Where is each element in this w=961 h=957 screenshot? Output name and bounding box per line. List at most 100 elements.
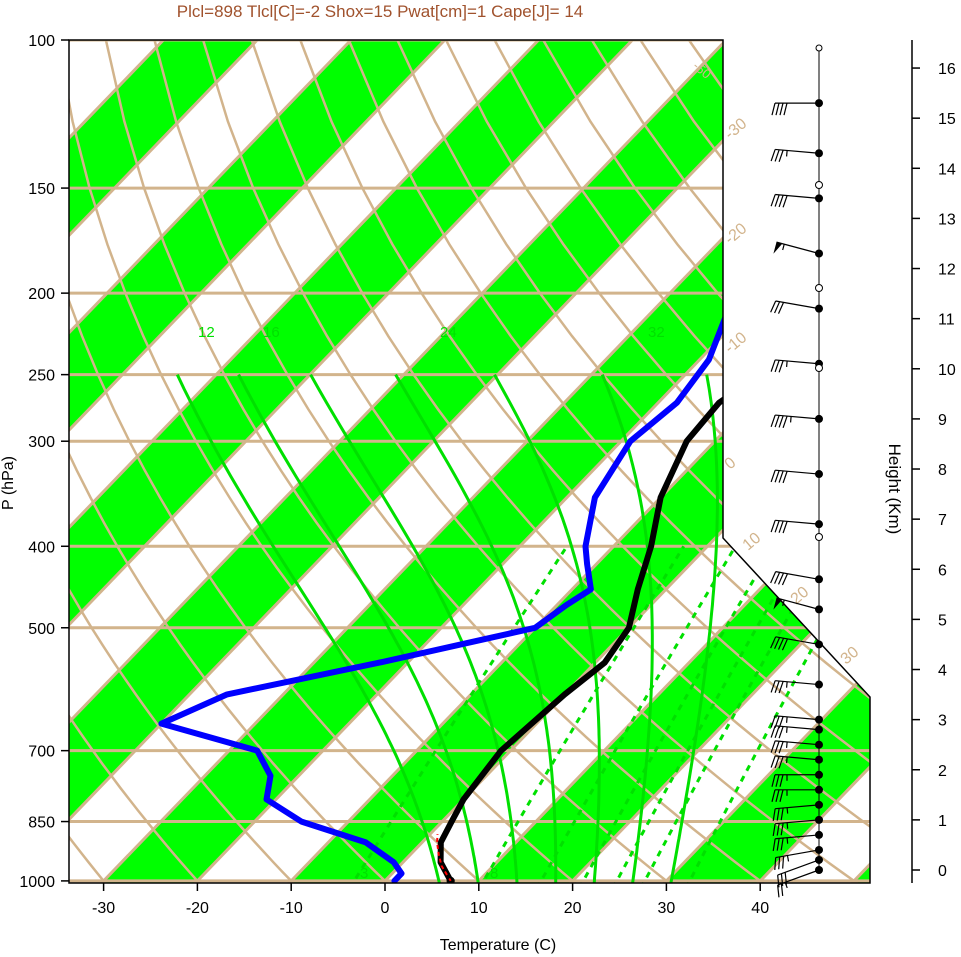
moist-adiabat-line xyxy=(237,373,482,883)
wind-barb-feather xyxy=(775,774,780,787)
surface-parcel-marker xyxy=(446,876,455,883)
x-axis-label: Temperature (C) xyxy=(440,937,556,954)
x-tick-label: -20 xyxy=(186,900,209,917)
wind-barb-feather xyxy=(774,520,780,533)
height-tick-label: 11 xyxy=(938,312,955,329)
dry-adiabat-line xyxy=(69,40,310,883)
height-tick-label: 4 xyxy=(938,663,947,680)
mixing-ratio-line xyxy=(472,545,685,883)
height-tick-label: 15 xyxy=(938,111,956,128)
wind-barb-feather xyxy=(772,808,776,821)
wind-barb-feather xyxy=(770,520,776,533)
wind-barb-feather xyxy=(772,838,776,852)
dry-adiabat-line xyxy=(69,40,595,883)
x-tick-label: 0 xyxy=(381,900,390,917)
wind-barb-halffeather xyxy=(786,150,788,157)
wind-barb-feather xyxy=(775,102,780,116)
height-tick-label: 16 xyxy=(938,61,956,78)
isotherm-band xyxy=(69,40,633,883)
wind-barb-feather xyxy=(783,102,788,116)
wind-barb-feather xyxy=(775,789,780,802)
height-tick-label: 5 xyxy=(938,612,947,629)
dry-adiabat-line xyxy=(201,40,870,883)
dry-adiabat-line xyxy=(153,40,786,883)
wind-barb-feather xyxy=(781,638,789,651)
height-tick-label: 6 xyxy=(938,562,947,579)
wind-barb-feather xyxy=(771,102,776,116)
wind-barb-feather xyxy=(777,302,785,314)
wind-barb-feather xyxy=(776,823,780,836)
wind-barb-feather xyxy=(774,680,780,693)
wind-barb-feather xyxy=(770,680,776,693)
wind-barb-feather xyxy=(774,360,780,373)
mixing-ratio-label: 3 xyxy=(360,865,368,882)
dry-adiabat-line xyxy=(69,40,500,883)
wind-barb-feather xyxy=(782,856,785,869)
dry-adiabat-line xyxy=(299,40,870,883)
wind-barb-feather xyxy=(777,874,780,888)
wind-barb-feather xyxy=(780,873,784,887)
wind-barb-feather xyxy=(770,194,776,207)
dry-adiabat-label: 30 xyxy=(838,644,863,669)
wind-barb-feather xyxy=(778,726,784,739)
wind-barb-feather xyxy=(770,359,776,372)
wind-barb-shaft xyxy=(775,715,820,721)
height-tick-label: 3 xyxy=(938,713,947,730)
wind-barb-feather xyxy=(774,194,780,207)
wind-barb-feather xyxy=(774,470,780,483)
wind-barb-feather xyxy=(779,774,784,787)
wind-barb-feather xyxy=(782,195,788,208)
wind-barb-feather xyxy=(774,715,780,729)
moist-adiabat-line xyxy=(493,373,601,883)
wind-barb-halffeather xyxy=(786,360,788,368)
wind-barb-shaft xyxy=(775,725,820,731)
x-tick-label: -10 xyxy=(280,900,303,917)
wind-level-open-marker xyxy=(815,533,823,541)
wind-barb-feather xyxy=(779,789,784,802)
mixing-ratio-line xyxy=(634,545,830,883)
chart-title: Plcl=898 Tlcl[C]=-2 Shox=15 Pwat[cm]=1 C… xyxy=(177,2,584,21)
wind-barb-halffeather xyxy=(786,837,789,844)
wind-barb-feather xyxy=(770,725,776,738)
wind-barb-feather xyxy=(770,414,776,427)
pressure-tick-label: 250 xyxy=(28,368,55,385)
mixing-ratio-line xyxy=(606,545,805,883)
wind-barb-halffeather xyxy=(782,244,785,251)
isotherm-line xyxy=(69,40,634,883)
dry-adiabat-line xyxy=(347,40,870,883)
wind-barb-feather xyxy=(774,857,777,870)
dry-adiabat-label: 10 xyxy=(740,530,765,555)
mixing-ratio-line xyxy=(572,545,775,883)
wind-barb-feather xyxy=(780,807,784,821)
wind-barb-halffeather xyxy=(784,882,788,889)
wind-top-marker xyxy=(815,44,823,52)
height-tick-label: 7 xyxy=(938,512,947,529)
wind-barb-shaft xyxy=(775,300,820,310)
wind-barb-shaft xyxy=(775,359,820,365)
isotherm-line xyxy=(69,40,259,883)
moist-adiabat-line xyxy=(666,374,719,883)
height-axis-label: Height (Km) xyxy=(885,444,904,535)
isotherm-band xyxy=(69,40,445,883)
wind-barb-shaft xyxy=(775,148,820,154)
x-tick-label: 40 xyxy=(751,900,769,917)
x-tick-label: -30 xyxy=(92,900,115,917)
wind-barb-halffeather xyxy=(789,416,792,423)
x-axis: -30 -20 -10 0 10 20 30 40 xyxy=(92,883,769,917)
wind-barb-shaft xyxy=(775,834,820,840)
dry-adiabat-label: -30 xyxy=(722,115,751,143)
wind-barb-feather xyxy=(770,636,777,649)
height-tick-label: 9 xyxy=(938,412,947,429)
wind-barb-feather xyxy=(774,741,780,754)
wind-barb-shaft xyxy=(775,755,820,761)
moist-adiabat-line xyxy=(394,373,558,883)
wind-barb-feather xyxy=(778,520,784,533)
pressure-tick-label: 100 xyxy=(28,33,55,50)
wind-barb-feather xyxy=(778,756,784,769)
dry-adiabat-line xyxy=(444,40,870,883)
mixing-ratio-label: 16 xyxy=(263,324,280,341)
moist-adiabat-lines xyxy=(175,373,719,883)
height-tick-label: 12 xyxy=(938,262,956,279)
